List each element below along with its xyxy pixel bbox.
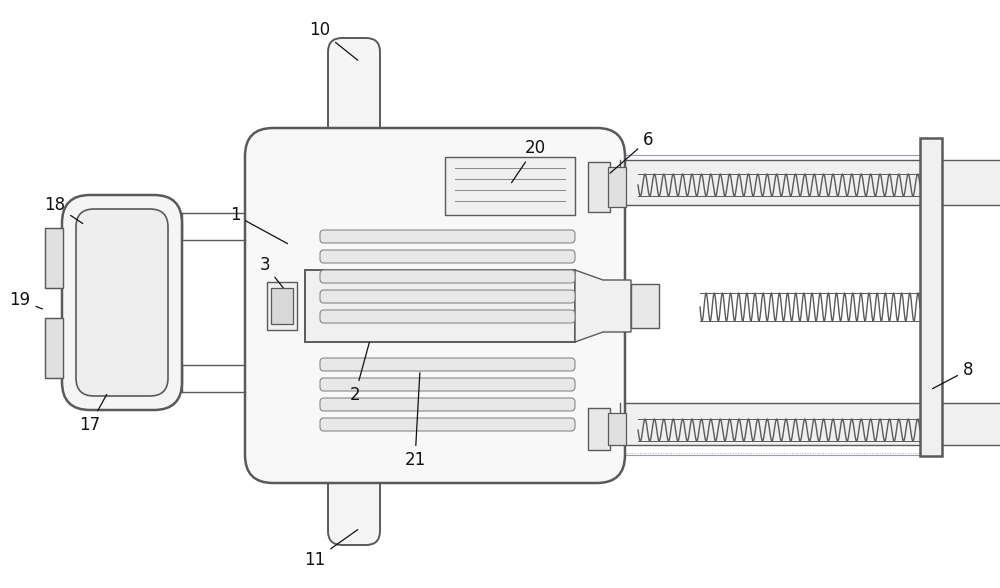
Bar <box>920 138 942 456</box>
Bar <box>45 228 63 288</box>
FancyBboxPatch shape <box>328 38 380 163</box>
FancyBboxPatch shape <box>320 418 575 431</box>
FancyBboxPatch shape <box>62 195 182 410</box>
Bar <box>608 413 626 445</box>
FancyBboxPatch shape <box>76 209 168 396</box>
FancyBboxPatch shape <box>320 310 575 323</box>
Text: 20: 20 <box>512 139 546 183</box>
FancyBboxPatch shape <box>320 378 575 391</box>
Bar <box>620 160 1000 205</box>
Text: 8: 8 <box>932 361 973 389</box>
FancyBboxPatch shape <box>328 430 380 545</box>
Bar <box>588 408 610 450</box>
FancyBboxPatch shape <box>245 128 625 483</box>
Text: 3: 3 <box>260 256 283 288</box>
Text: 1: 1 <box>230 206 288 243</box>
Bar <box>245 155 925 453</box>
Bar <box>267 282 297 330</box>
Text: 2: 2 <box>350 343 369 404</box>
Text: 6: 6 <box>610 131 653 173</box>
Text: 10: 10 <box>309 21 358 60</box>
FancyBboxPatch shape <box>320 358 575 371</box>
Text: 21: 21 <box>404 373 426 469</box>
FancyBboxPatch shape <box>320 398 575 411</box>
Bar <box>588 162 610 212</box>
Text: 18: 18 <box>44 196 83 223</box>
FancyBboxPatch shape <box>320 290 575 303</box>
Bar <box>245 155 925 455</box>
Bar <box>608 167 626 207</box>
FancyBboxPatch shape <box>320 250 575 263</box>
Text: 17: 17 <box>79 395 107 434</box>
Bar <box>445 157 575 215</box>
Bar <box>45 318 63 378</box>
Bar <box>631 284 659 328</box>
Text: 11: 11 <box>304 530 358 569</box>
Bar <box>620 403 1000 445</box>
Text: 19: 19 <box>9 291 42 309</box>
FancyBboxPatch shape <box>320 270 575 283</box>
FancyBboxPatch shape <box>320 230 575 243</box>
Polygon shape <box>575 270 631 342</box>
Bar <box>271 288 293 324</box>
Bar <box>305 270 575 342</box>
